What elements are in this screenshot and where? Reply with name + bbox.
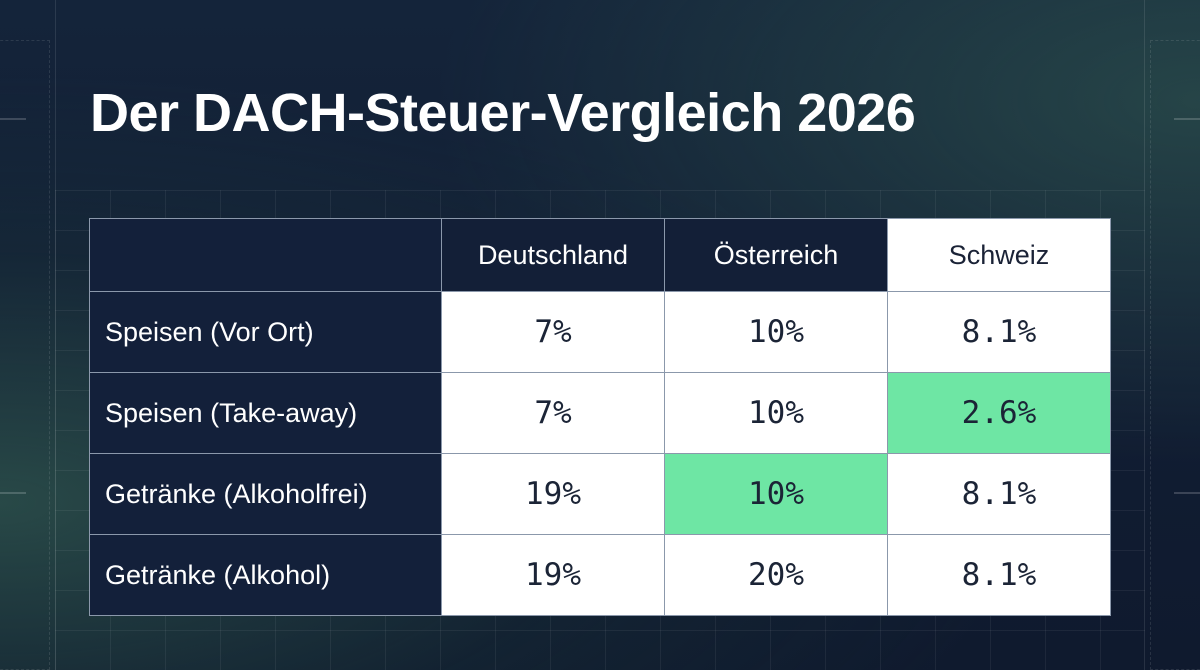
left-tick-mark — [0, 118, 26, 120]
table-row: Getränke (Alkohol) 19% 20% 8.1% — [89, 534, 1111, 616]
left-decorative-strip — [0, 40, 50, 670]
frame-line — [1144, 0, 1145, 670]
corner-cell — [89, 218, 442, 292]
right-tick-mark — [1174, 492, 1200, 494]
row-label: Getränke (Alkohol) — [89, 534, 442, 616]
column-header-deutschland: Deutschland — [441, 218, 665, 292]
right-decorative-strip — [1150, 40, 1200, 670]
header-row: Deutschland Österreich Schweiz — [89, 218, 1111, 292]
highlighted-value-cell: 2.6% — [887, 372, 1111, 454]
column-header-schweiz: Schweiz — [887, 218, 1111, 292]
row-label: Getränke (Alkoholfrei) — [89, 453, 442, 535]
value-cell: 10% — [664, 291, 888, 373]
value-cell: 7% — [441, 372, 665, 454]
value-cell: 7% — [441, 291, 665, 373]
row-label: Speisen (Vor Ort) — [89, 291, 442, 373]
row-label: Speisen (Take-away) — [89, 372, 442, 454]
highlighted-value-cell: 10% — [664, 453, 888, 535]
table-row: Speisen (Take-away) 7% 10% 2.6% — [89, 372, 1111, 454]
right-tick-mark — [1174, 118, 1200, 120]
value-cell: 19% — [441, 453, 665, 535]
table-row: Getränke (Alkoholfrei) 19% 10% 8.1% — [89, 453, 1111, 535]
value-cell: 20% — [664, 534, 888, 616]
table-row: Speisen (Vor Ort) 7% 10% 8.1% — [89, 291, 1111, 373]
value-cell: 8.1% — [887, 453, 1111, 535]
tax-comparison-table: Deutschland Österreich Schweiz Speisen (… — [89, 218, 1111, 616]
value-cell: 8.1% — [887, 534, 1111, 616]
page-title: Der DACH-Steuer-Vergleich 2026 — [90, 83, 916, 143]
value-cell: 10% — [664, 372, 888, 454]
frame-line — [55, 0, 56, 670]
value-cell: 8.1% — [887, 291, 1111, 373]
left-tick-mark — [0, 492, 26, 494]
column-header-oesterreich: Österreich — [664, 218, 888, 292]
value-cell: 19% — [441, 534, 665, 616]
